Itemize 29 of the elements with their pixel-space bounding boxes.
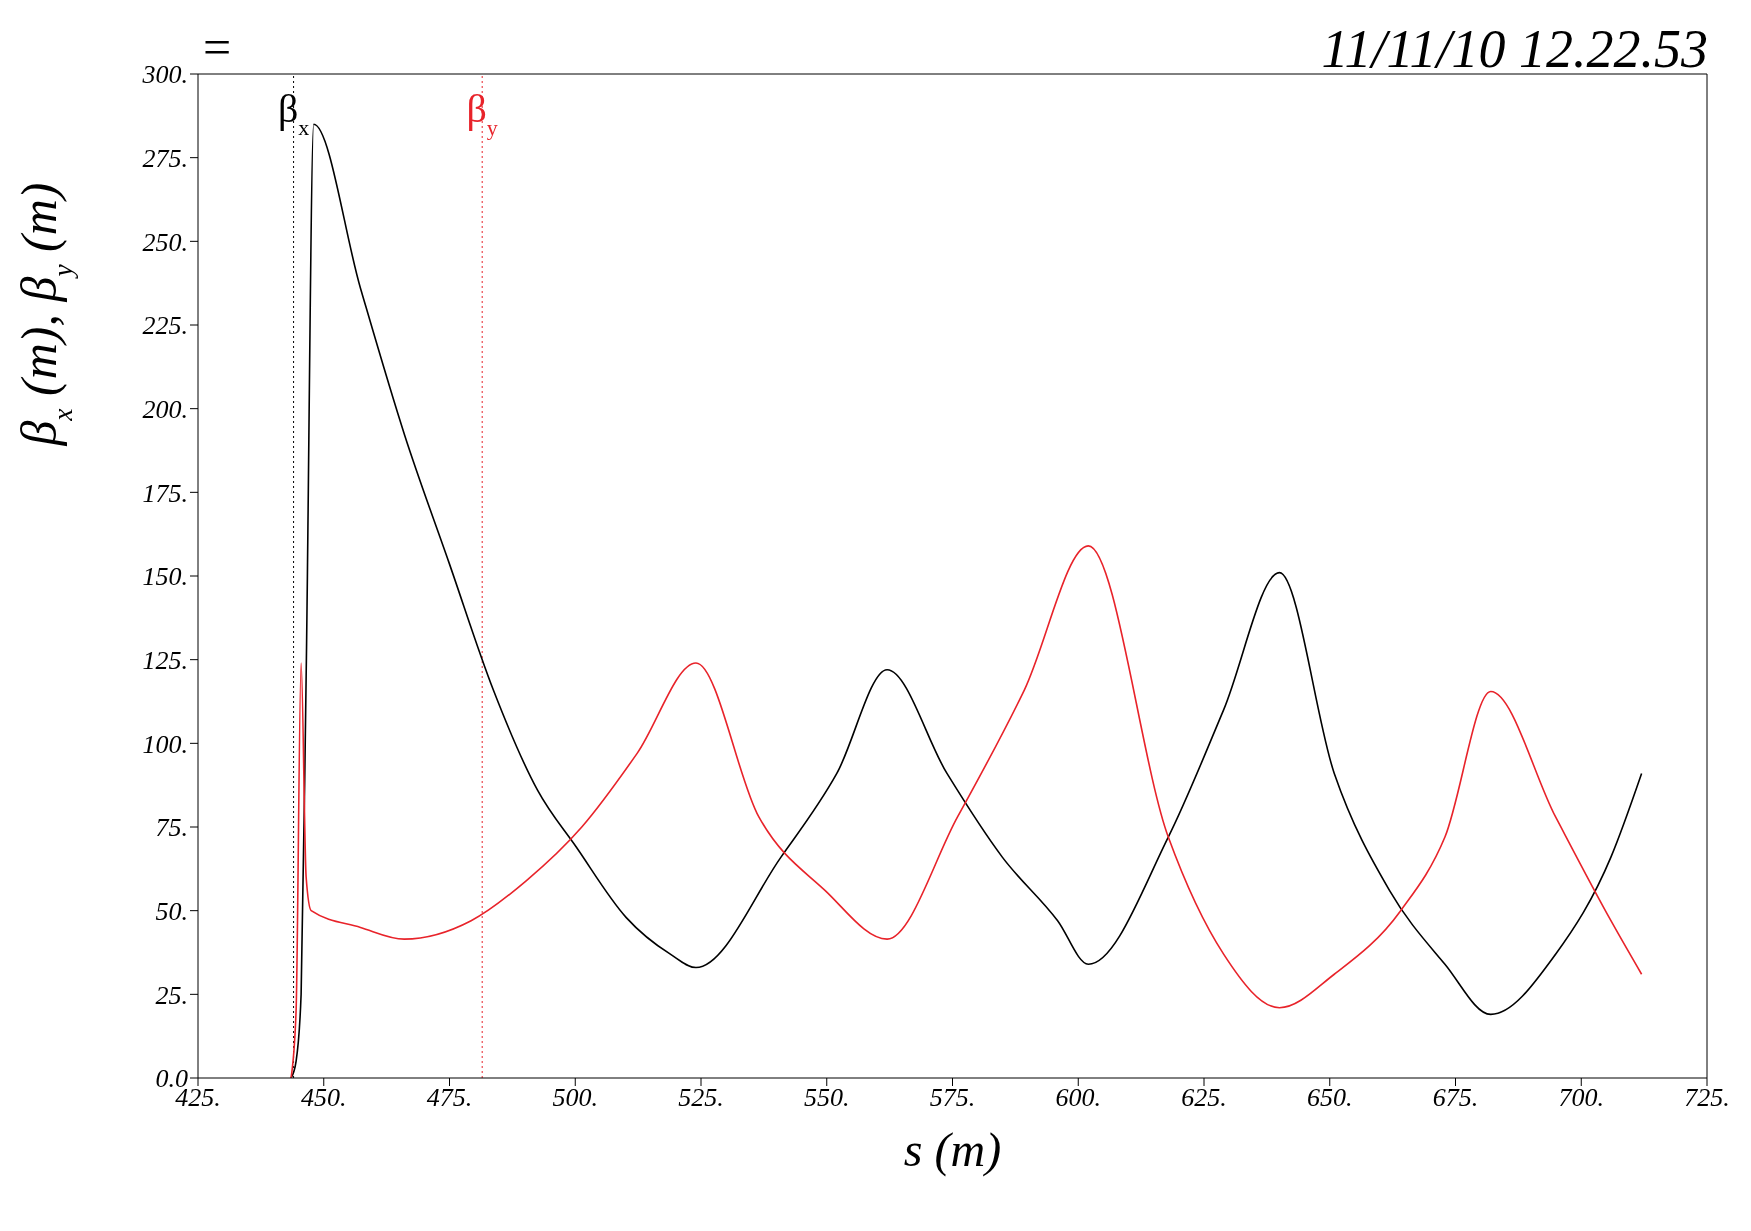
x-tick-label: 700. <box>1558 1083 1604 1113</box>
x-axis-title: s (m) <box>903 1123 1002 1177</box>
annotation: = <box>203 18 232 76</box>
y-tick-label: 200. <box>142 394 188 424</box>
y-tick-label: 175. <box>142 478 188 508</box>
y-tick-label: 75. <box>155 813 188 843</box>
y-tick-label: 225. <box>142 311 188 341</box>
x-tick-label: 600. <box>1055 1083 1101 1113</box>
y-tick-label: 275. <box>142 143 188 173</box>
y-tick-label: 150. <box>142 562 188 592</box>
x-tick-label: 475. <box>426 1083 473 1113</box>
x-tick-label: 650. <box>1307 1083 1353 1113</box>
x-tick-label: 450. <box>301 1083 347 1113</box>
y-tick-label: 125. <box>142 645 188 675</box>
y-tick-label: 300. <box>141 60 188 90</box>
x-tick-label: 525. <box>678 1083 724 1113</box>
x-tick-label: 625. <box>1181 1083 1227 1113</box>
y-tick-label: 100. <box>142 729 188 759</box>
x-tick-label: 550. <box>804 1083 850 1113</box>
y-tick-label: 25. <box>155 980 188 1010</box>
x-tick-label: 500. <box>552 1083 598 1113</box>
ref-line-label: β$_{x}$ <box>277 86 310 140</box>
x-tick-label: 575. <box>929 1083 976 1113</box>
y-tick-label: 50. <box>155 896 188 926</box>
x-tick-label: 675. <box>1432 1083 1479 1113</box>
chart-title: 11/11/10 12.22.53 <box>1321 18 1708 80</box>
ref-line-label: β$_{y}$ <box>466 86 498 140</box>
y-tick-label: 250. <box>142 227 188 257</box>
x-tick-label: 725. <box>1684 1083 1730 1113</box>
